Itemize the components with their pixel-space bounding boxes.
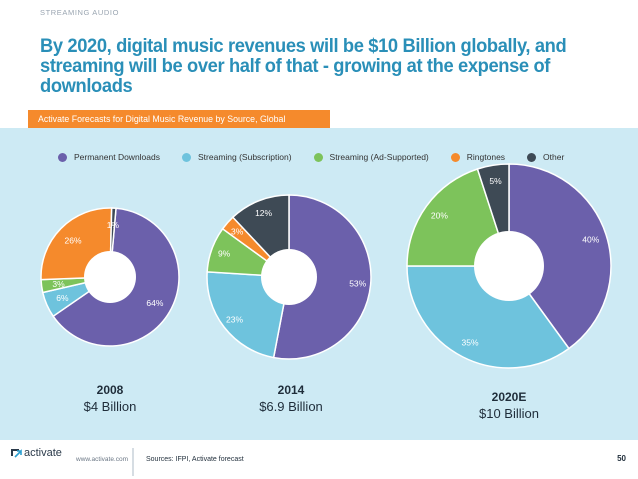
- data-label: 3%: [231, 226, 244, 236]
- legend-label: Permanent Downloads: [74, 152, 160, 162]
- legend-label: Streaming (Subscription): [198, 152, 292, 162]
- legend-label: Streaming (Ad-Supported): [329, 152, 429, 162]
- chart-total: $4 Billion: [83, 399, 137, 414]
- donut-chart-2014: 53% 23% 9% 3% 12%: [206, 194, 372, 360]
- donut-hole: [474, 231, 544, 301]
- caption-2014: 2014 $6.9 Billion: [221, 383, 361, 415]
- page-title: By 2020, digital music revenues will be …: [40, 35, 567, 97]
- data-label: 53%: [349, 279, 366, 289]
- legend-label: Other: [543, 152, 565, 162]
- data-label: 6%: [56, 293, 69, 303]
- slice-permanent-downloads: [272, 194, 372, 360]
- donut-hole: [84, 251, 136, 303]
- donut-chart-2008: 64% 6% 3% 26% 1%: [40, 207, 180, 347]
- chart-year: 2020E: [491, 390, 527, 404]
- chart-total: $10 Billion: [479, 406, 539, 421]
- slice-permanent-downloads: [508, 163, 612, 350]
- chart-year: 2008: [96, 383, 124, 397]
- data-label: 64%: [146, 298, 163, 308]
- slice-streaming-subscription: [406, 265, 570, 369]
- legend-item-ringtones: Ringtones: [450, 152, 506, 162]
- data-label: 1%: [107, 220, 120, 230]
- section-label: STREAMING AUDIO: [40, 8, 120, 17]
- chart-year: 2014: [277, 383, 305, 397]
- legend-swatch: [58, 152, 67, 162]
- data-label: 20%: [431, 211, 448, 221]
- slice-streaming-ad-supported: [406, 168, 511, 267]
- data-label: 9%: [218, 249, 231, 259]
- legend-item-streaming-ad-supported: Streaming (Ad-Supported): [313, 152, 429, 162]
- legend-swatch: [527, 152, 537, 162]
- data-label: 35%: [461, 338, 478, 348]
- legend: Permanent Downloads Streaming (Subscript…: [58, 152, 586, 162]
- page-number: 50: [617, 454, 626, 463]
- chart-subtitle: Activate Forecasts for Digital Music Rev…: [28, 110, 330, 128]
- logo-mark-icon: [11, 448, 22, 458]
- data-label: 40%: [582, 234, 599, 244]
- logo-text: activate: [24, 447, 62, 459]
- legend-swatch: [182, 152, 191, 162]
- data-label: 23%: [226, 314, 243, 324]
- legend-item-streaming-subscription: Streaming (Subscription): [182, 152, 292, 162]
- data-label: 3%: [52, 279, 65, 289]
- caption-2008: 2008 $4 Billion: [40, 383, 180, 415]
- legend-swatch: [450, 152, 460, 162]
- footer-url[interactable]: www.activate.com: [76, 456, 129, 463]
- legend-item-permanent-downloads: Permanent Downloads: [58, 152, 160, 162]
- caption-2020e: 2020E $10 Billion: [439, 390, 579, 422]
- data-label: 26%: [64, 236, 81, 246]
- legend-label: Ringtones: [466, 152, 506, 162]
- data-label: 12%: [255, 208, 272, 218]
- donut-hole: [261, 249, 317, 305]
- activate-logo: activate: [10, 447, 62, 459]
- chart-total: $6.9 Billion: [259, 399, 323, 414]
- legend-swatch: [313, 152, 323, 162]
- data-label: 5%: [489, 176, 502, 186]
- legend-item-other: Other: [527, 152, 564, 162]
- donut-chart-2020e: 40% 35% 20% 5%: [406, 163, 612, 369]
- footer-sources: Sources: IFPI, Activate forecast: [146, 456, 244, 463]
- footer-divider: [132, 448, 134, 476]
